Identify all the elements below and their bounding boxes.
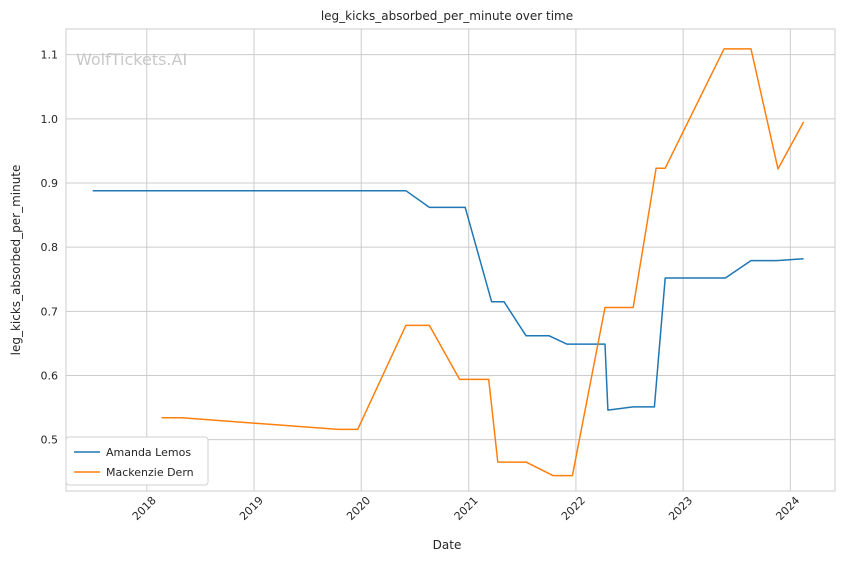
x-tick-label: 2022	[559, 494, 588, 523]
legend-label-amanda-lemos: Amanda Lemos	[106, 446, 191, 459]
plot-frame	[65, 28, 836, 492]
x-tick-label: 2023	[666, 494, 695, 523]
y-tick-labels: 0.5 0.6 0.7 0.8 0.9 1.0 1.1	[41, 49, 59, 447]
series-layer	[92, 48, 805, 477]
plot-background	[66, 29, 835, 491]
y-axis-title: leg_kicks_absorbed_per_minute	[9, 165, 23, 356]
grid-lines	[66, 29, 835, 491]
watermark-text: WolfTickets.AI	[76, 50, 187, 69]
legend-label-mackenzie-dern: Mackenzie Dern	[106, 466, 194, 479]
y-tick-label: 0.6	[41, 370, 59, 383]
y-tick-label: 0.8	[41, 241, 59, 254]
y-tick-label: 1.0	[41, 113, 59, 126]
x-tick-label: 2019	[237, 494, 266, 523]
series-line-amanda-lemos	[92, 189, 804, 411]
x-tick-label: 2021	[452, 494, 481, 523]
series-line-mackenzie-dern	[161, 48, 805, 477]
x-axis-title: Date	[433, 538, 462, 552]
x-tick-label: 2024	[773, 494, 802, 523]
legend-box	[65, 436, 209, 486]
x-tick-label: 2020	[344, 494, 373, 523]
x-tick-label: 2018	[130, 494, 159, 523]
y-tick-label: 1.1	[41, 49, 59, 62]
x-tick-labels: 2018 2019 2020 2021 2022 2023 2024	[130, 494, 803, 523]
y-tick-label: 0.7	[41, 305, 59, 318]
y-tick-label: 0.5	[41, 434, 59, 447]
y-tick-label: 0.9	[41, 177, 59, 190]
chart-title: leg_kicks_absorbed_per_minute over time	[321, 9, 573, 23]
legend: Amanda Lemos Mackenzie Dern	[65, 436, 209, 486]
